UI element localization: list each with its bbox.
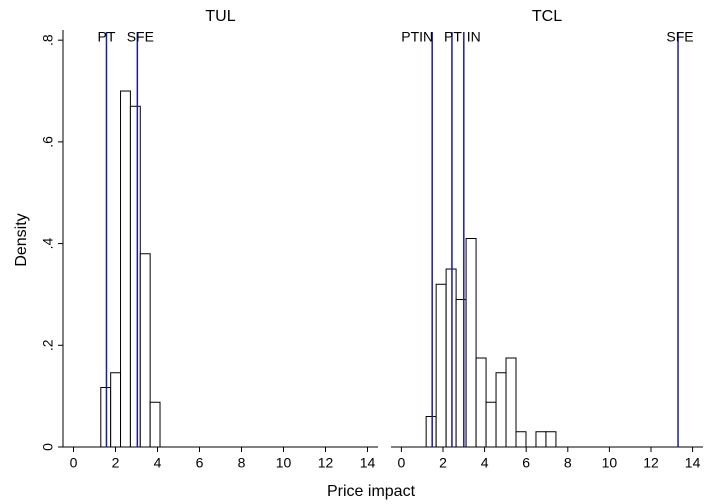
bar [465, 238, 477, 448]
x-tick-label: 14 [360, 455, 376, 471]
x-tick-label: 12 [643, 455, 659, 471]
y-tick-label: 0 [40, 443, 56, 451]
reference-label: SFE [666, 29, 693, 45]
bar [545, 431, 557, 448]
bar [535, 431, 547, 448]
bar [435, 283, 447, 448]
x-tick-label: 10 [276, 455, 292, 471]
bar [495, 372, 507, 448]
reference-label: IN [467, 29, 481, 45]
y-axis-label: Density [13, 213, 30, 266]
x-tick-label: 8 [564, 455, 572, 471]
x-tick-label: 2 [439, 455, 447, 471]
x-tick-label: 2 [112, 455, 120, 471]
x-tick-label: 10 [602, 455, 618, 471]
bar [515, 431, 527, 448]
y-tick-label: .8 [40, 34, 56, 46]
bar [445, 268, 457, 448]
x-tick-label: 6 [196, 455, 204, 471]
x-tick-label: 4 [154, 455, 162, 471]
y-tick-label: .2 [40, 339, 56, 351]
y-tick-label: .4 [40, 238, 56, 250]
x-tick-label: 4 [481, 455, 489, 471]
reference-label: PT [98, 29, 116, 45]
reference-label: PT [444, 29, 462, 45]
x-tick-label: 8 [238, 455, 246, 471]
bar [505, 357, 517, 448]
x-tick-label: 12 [318, 455, 334, 471]
x-axis-label: Price impact [327, 483, 416, 500]
x-tick-label: 14 [685, 455, 701, 471]
reference-label: PTIN [401, 29, 433, 45]
x-tick-label: 6 [522, 455, 530, 471]
x-tick-label: 0 [398, 455, 406, 471]
bar [485, 401, 497, 448]
y-tick-label: .6 [40, 136, 56, 148]
reference-label: SFE [127, 29, 154, 45]
x-tick-label: 0 [70, 455, 78, 471]
bar [455, 299, 467, 448]
panel-title: TCL [532, 8, 562, 25]
bar [139, 253, 151, 448]
bar [129, 105, 141, 448]
bar [149, 401, 161, 448]
bar [475, 357, 487, 448]
bar [120, 90, 131, 448]
panel-title: TUL [205, 8, 235, 25]
bar [110, 372, 122, 448]
bar [425, 415, 437, 448]
